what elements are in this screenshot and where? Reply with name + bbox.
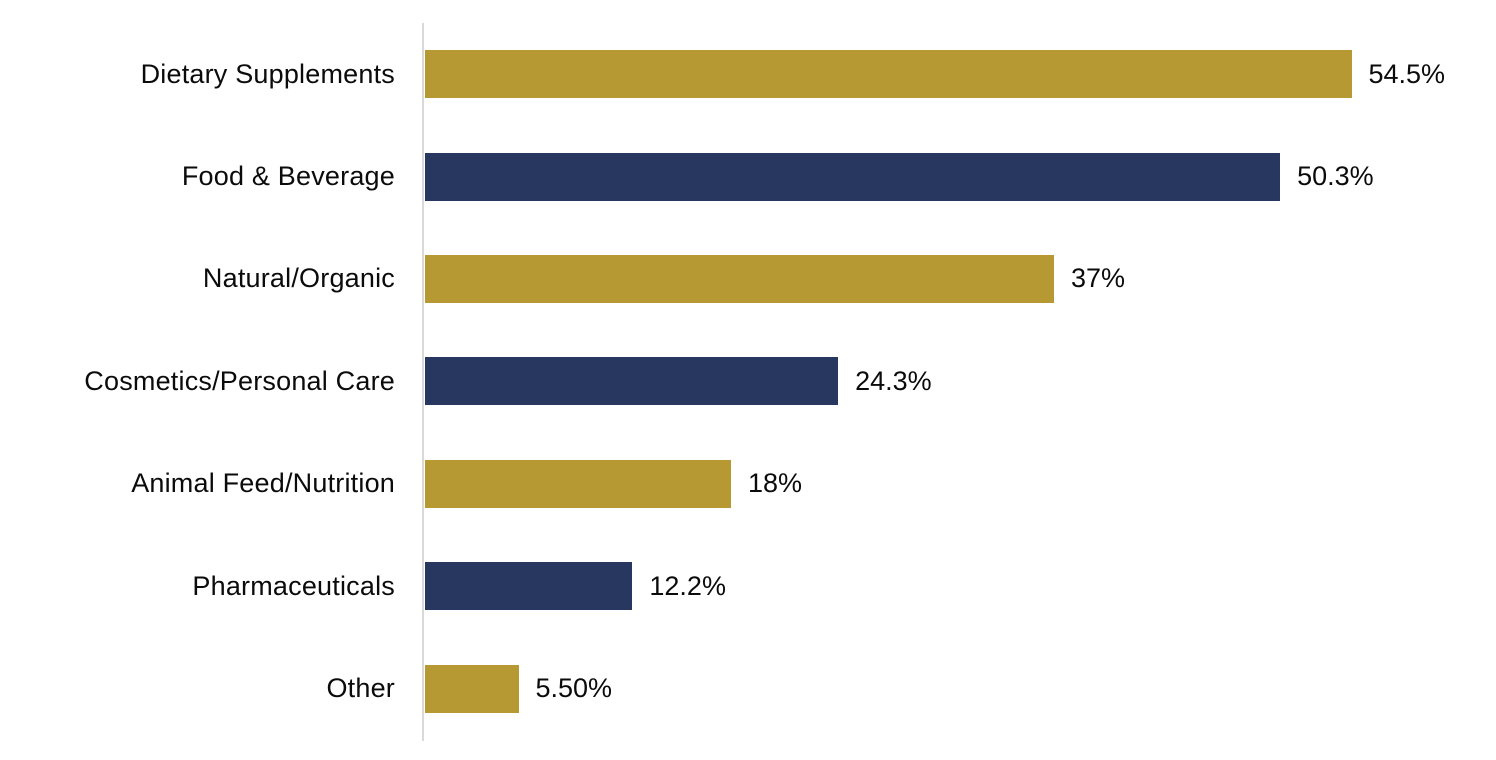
category-label: Dietary Supplements xyxy=(140,58,395,89)
chart-row: Pharmaceuticals 12.2% xyxy=(0,535,1496,637)
category-label: Natural/Organic xyxy=(202,263,395,294)
y-axis-line xyxy=(422,23,424,741)
bar-1 xyxy=(425,152,1281,201)
bar-0 xyxy=(425,50,1352,99)
category-label: Cosmetics/Personal Care xyxy=(84,365,395,396)
chart-row: Dietary Supplements 54.5% xyxy=(0,23,1496,125)
value-label: 5.50% xyxy=(535,673,613,704)
chart-row: Animal Feed/Nutrition 18% xyxy=(0,433,1496,535)
bar-5 xyxy=(425,562,633,611)
category-label: Animal Feed/Nutrition xyxy=(131,468,395,499)
bar-2 xyxy=(425,254,1054,303)
category-label: Pharmaceuticals xyxy=(192,570,395,601)
chart-rows: Dietary Supplements 54.5% Food & Beverage 5… xyxy=(0,23,1496,740)
value-label: 50.3% xyxy=(1297,161,1374,192)
bar-3 xyxy=(425,357,839,406)
chart-row: Other 5.50% xyxy=(0,637,1496,739)
bar-4 xyxy=(425,459,731,508)
value-label: 54.5% xyxy=(1368,58,1446,89)
value-label: 37% xyxy=(1071,263,1126,294)
bar-6 xyxy=(425,664,519,713)
chart-row: Natural/Organic 37% xyxy=(0,228,1496,330)
category-label: Food & Beverage xyxy=(181,161,395,192)
chart-row: Cosmetics/Personal Care 24.3% xyxy=(0,330,1496,432)
category-label: Other xyxy=(326,673,395,704)
value-label: 12.2% xyxy=(649,570,726,601)
value-label: 24.3% xyxy=(855,365,932,396)
chart-row: Food & Beverage 50.3% xyxy=(0,125,1496,227)
value-label: 18% xyxy=(748,468,803,499)
